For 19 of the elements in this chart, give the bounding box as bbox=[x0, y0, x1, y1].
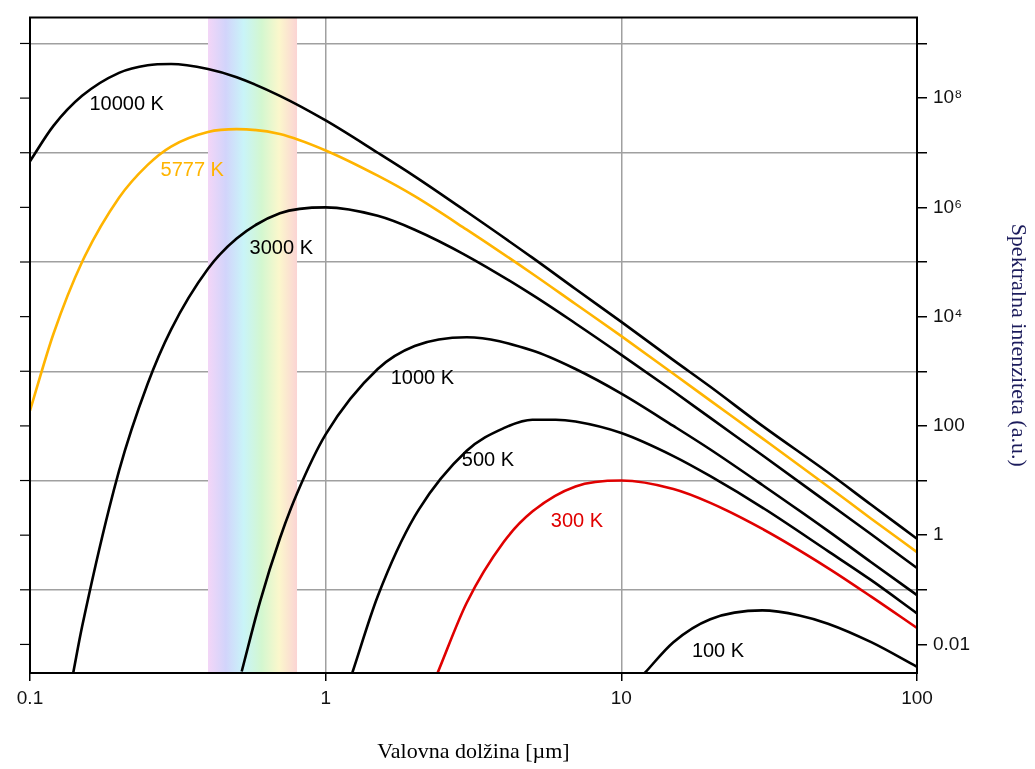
x-tick-label: 1 bbox=[320, 686, 331, 708]
series-label: 1000 K bbox=[390, 365, 455, 388]
series-label: 100 K bbox=[691, 638, 745, 661]
x-tick-label: 0.1 bbox=[16, 686, 44, 708]
y-tick-label: 10⁴ bbox=[933, 304, 963, 326]
series-label: 5777 K bbox=[160, 157, 225, 180]
x-tick-label: 100 bbox=[901, 686, 933, 708]
y-tick-label: 1 bbox=[933, 523, 944, 545]
series-label: 3000 K bbox=[249, 235, 314, 258]
y-axis-title: Spektralna intenziteta (a.u.) bbox=[1007, 223, 1033, 467]
series-label: 300 K bbox=[550, 508, 604, 531]
y-tick-label: 100 bbox=[933, 414, 965, 436]
y-tick-label: 10⁸ bbox=[933, 86, 963, 108]
x-axis-title: Valovna dolžina [µm] bbox=[377, 737, 570, 763]
x-tick-label: 10 bbox=[610, 686, 632, 708]
series-label: 500 K bbox=[461, 448, 515, 471]
y-tick-label: 0.01 bbox=[933, 632, 970, 654]
y-tick-label: 10⁶ bbox=[933, 195, 962, 217]
series-label: 10000 K bbox=[89, 92, 165, 115]
